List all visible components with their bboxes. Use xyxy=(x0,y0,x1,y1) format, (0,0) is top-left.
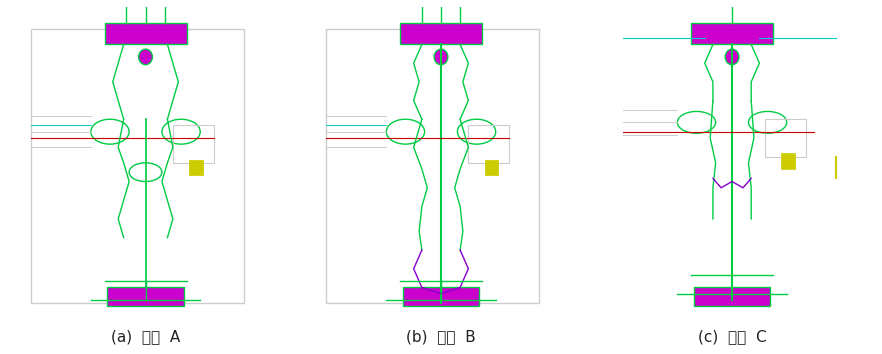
Circle shape xyxy=(725,49,739,65)
Bar xyxy=(691,23,774,45)
Bar xyxy=(694,287,770,306)
Bar xyxy=(403,287,479,306)
Circle shape xyxy=(138,49,153,65)
Bar xyxy=(104,23,187,45)
Text: (a)  모델  A: (a) 모델 A xyxy=(111,329,180,344)
Bar xyxy=(190,160,203,175)
Text: (b)  모델  B: (b) 모델 B xyxy=(406,329,476,344)
Bar xyxy=(31,29,244,303)
Bar xyxy=(468,125,510,163)
Bar xyxy=(485,160,498,175)
Text: (c)  모델  C: (c) 모델 C xyxy=(698,329,766,344)
Bar xyxy=(400,23,482,45)
Bar xyxy=(173,125,213,163)
Bar xyxy=(781,154,795,169)
Bar xyxy=(326,29,540,303)
Bar xyxy=(108,287,183,306)
Circle shape xyxy=(434,49,448,65)
Bar xyxy=(765,119,806,156)
